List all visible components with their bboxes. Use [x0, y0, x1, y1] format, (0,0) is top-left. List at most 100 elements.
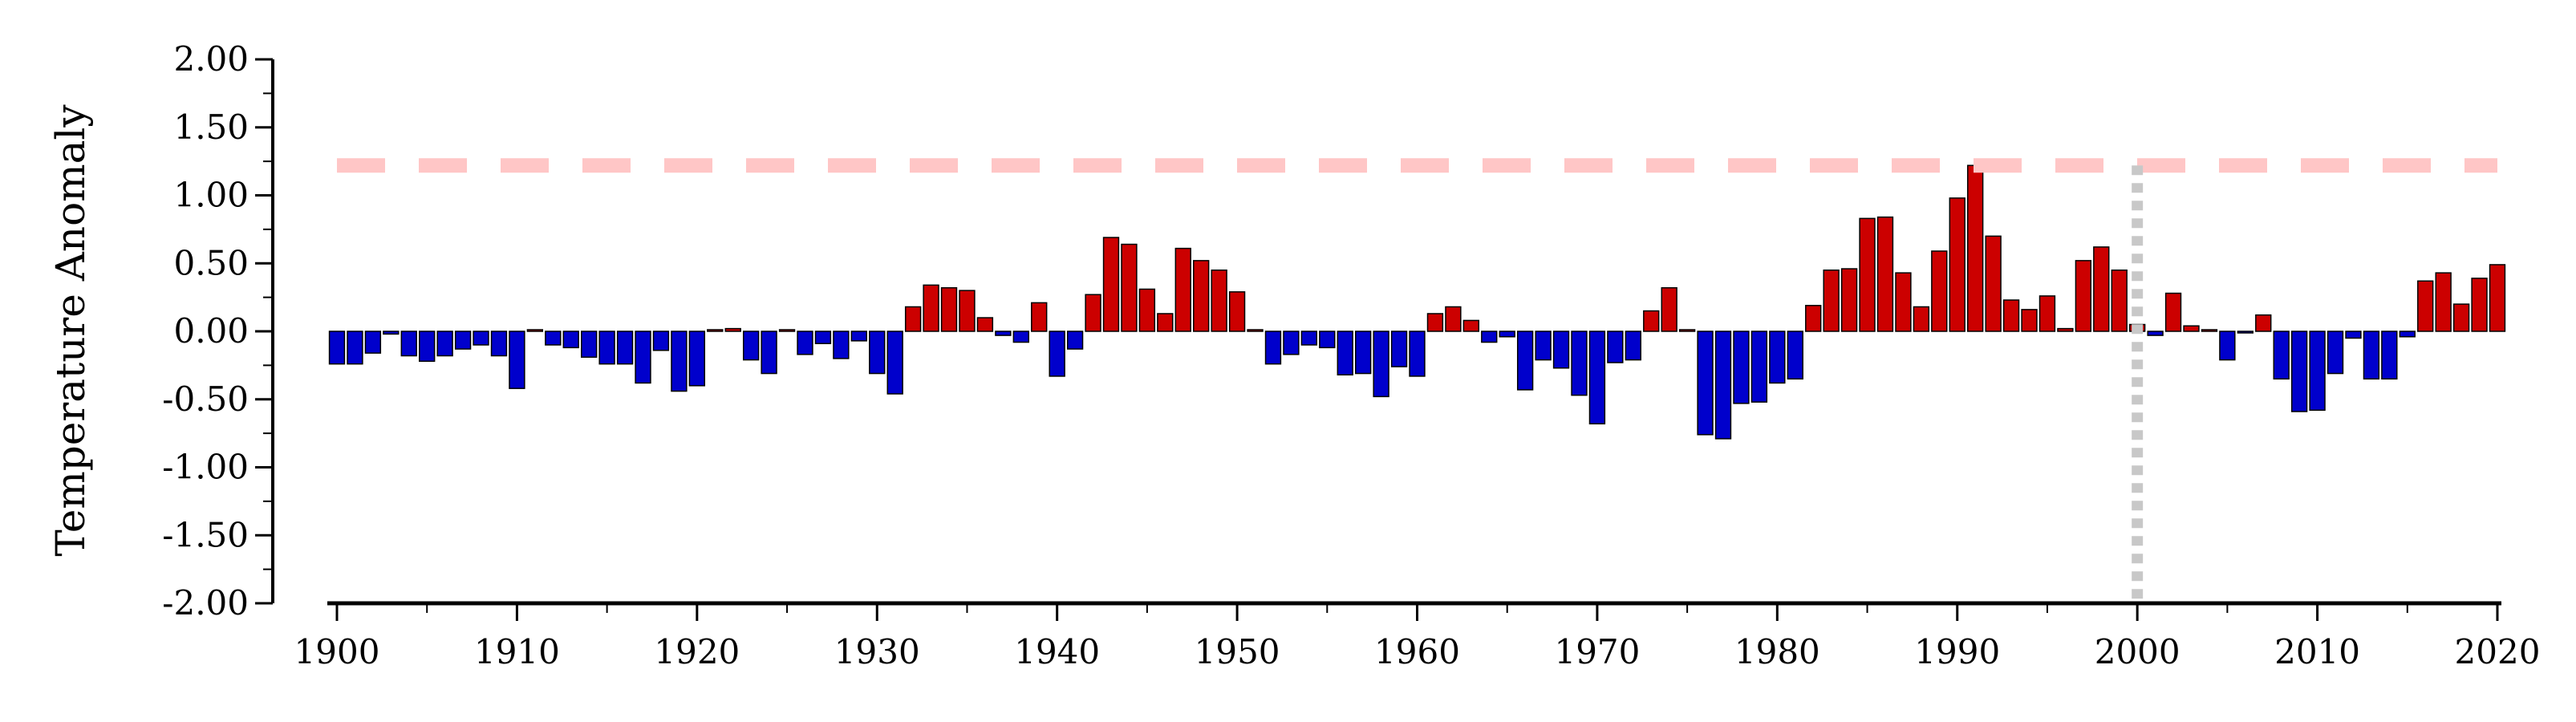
bar-1968 — [1552, 331, 1570, 369]
bar-1996 — [2057, 327, 2074, 332]
x-tick-label: 1990 — [1914, 632, 2000, 671]
x-tick-label: 1920 — [654, 632, 740, 671]
bar-1909 — [490, 331, 508, 357]
bar-1958 — [1373, 331, 1389, 398]
bar-1924 — [761, 331, 777, 375]
bar-1949 — [1211, 269, 1227, 332]
bar-1977 — [1714, 331, 1732, 440]
y-tick-label: -0.50 — [162, 379, 249, 419]
bar-1963 — [1462, 319, 1480, 332]
bar-2017 — [2435, 272, 2452, 332]
bar-1937 — [995, 331, 1012, 336]
bar-1935 — [959, 290, 976, 332]
bar-2020 — [2489, 264, 2506, 332]
bar-1901 — [347, 331, 363, 365]
bar-1926 — [797, 331, 813, 355]
bar-2005 — [2219, 331, 2236, 361]
bar-1966 — [1516, 331, 1534, 391]
bar-1906 — [436, 331, 453, 357]
bar-2016 — [2417, 280, 2434, 332]
bar-2018 — [2452, 303, 2470, 332]
bar-1976 — [1697, 331, 1714, 436]
bar-1920 — [688, 331, 706, 387]
bar-1957 — [1355, 331, 1372, 375]
bar-1927 — [814, 331, 832, 344]
bar-1981 — [1787, 331, 1803, 380]
x-tick-label: 1950 — [1195, 632, 1280, 671]
y-axis-title: Temperature Anomaly — [47, 104, 94, 557]
bar-1982 — [1805, 305, 1822, 332]
bar-1913 — [562, 331, 579, 349]
x-tick-label: 1980 — [1734, 632, 1820, 671]
bar-1960 — [1409, 331, 1426, 377]
bar-2001 — [2147, 331, 2164, 336]
bar-1928 — [833, 331, 850, 359]
bar-1955 — [1319, 331, 1336, 349]
bar-1961 — [1426, 313, 1444, 332]
bar-1974 — [1661, 287, 1677, 332]
bar-1921 — [707, 329, 724, 332]
bar-1946 — [1157, 313, 1174, 332]
bar-1919 — [671, 331, 688, 392]
bar-1965 — [1499, 331, 1515, 338]
bar-1903 — [383, 331, 400, 335]
bar-1900 — [328, 331, 346, 365]
bar-1938 — [1012, 331, 1029, 343]
y-tick-label: 1.00 — [173, 176, 249, 215]
x-tick-label: 1960 — [1374, 632, 1460, 671]
bar-1980 — [1769, 331, 1786, 384]
bar-2012 — [2345, 331, 2362, 339]
bar-1997 — [2075, 260, 2092, 332]
bar-1923 — [742, 331, 760, 361]
bar-2013 — [2363, 331, 2380, 380]
x-tick-label: 1910 — [474, 632, 560, 671]
bar-1979 — [1750, 331, 1768, 403]
bar-1916 — [616, 331, 634, 365]
bar-1959 — [1390, 331, 1408, 367]
bar-1993 — [2002, 299, 2020, 332]
x-tick-label: 2010 — [2274, 632, 2360, 671]
bar-1983 — [1823, 269, 1840, 332]
bar-1998 — [2093, 246, 2110, 332]
bar-1991 — [1967, 164, 1984, 332]
bar-1969 — [1571, 331, 1588, 396]
x-tick-label: 2020 — [2455, 632, 2541, 671]
bar-1910 — [509, 331, 525, 389]
x-tick-label: 1900 — [294, 632, 380, 671]
bar-2004 — [2201, 329, 2218, 332]
bar-1948 — [1193, 260, 1210, 332]
bar-1932 — [904, 306, 922, 332]
bar-1929 — [850, 331, 867, 342]
bars-layer — [328, 164, 2506, 440]
bar-1988 — [1913, 306, 1930, 332]
bar-1911 — [526, 329, 544, 332]
bar-1999 — [2111, 269, 2128, 332]
bar-1950 — [1228, 291, 1246, 332]
y-tick-label: 0.00 — [173, 311, 249, 351]
bar-1990 — [1949, 197, 1965, 332]
bar-1936 — [976, 317, 994, 332]
bar-1942 — [1085, 294, 1101, 332]
bar-1915 — [598, 331, 615, 365]
bar-1953 — [1283, 331, 1300, 355]
bar-1971 — [1607, 331, 1624, 363]
bar-2015 — [2399, 331, 2416, 338]
bar-1973 — [1643, 310, 1660, 332]
bar-1943 — [1102, 237, 1120, 332]
bar-1905 — [419, 331, 436, 363]
bar-1933 — [923, 284, 939, 332]
bar-1917 — [635, 331, 651, 384]
bar-1975 — [1678, 329, 1696, 332]
bar-1945 — [1138, 288, 1156, 332]
y-tick-label: 0.50 — [173, 243, 249, 282]
bar-2010 — [2309, 331, 2326, 412]
bar-2011 — [2327, 331, 2344, 375]
bar-1987 — [1895, 272, 1912, 332]
bar-1984 — [1840, 268, 1858, 332]
x-tick-label: 2000 — [2095, 632, 2180, 671]
bar-1951 — [1247, 329, 1264, 332]
bar-1995 — [2038, 295, 2056, 332]
bar-1934 — [940, 287, 958, 332]
bar-2019 — [2471, 278, 2488, 332]
